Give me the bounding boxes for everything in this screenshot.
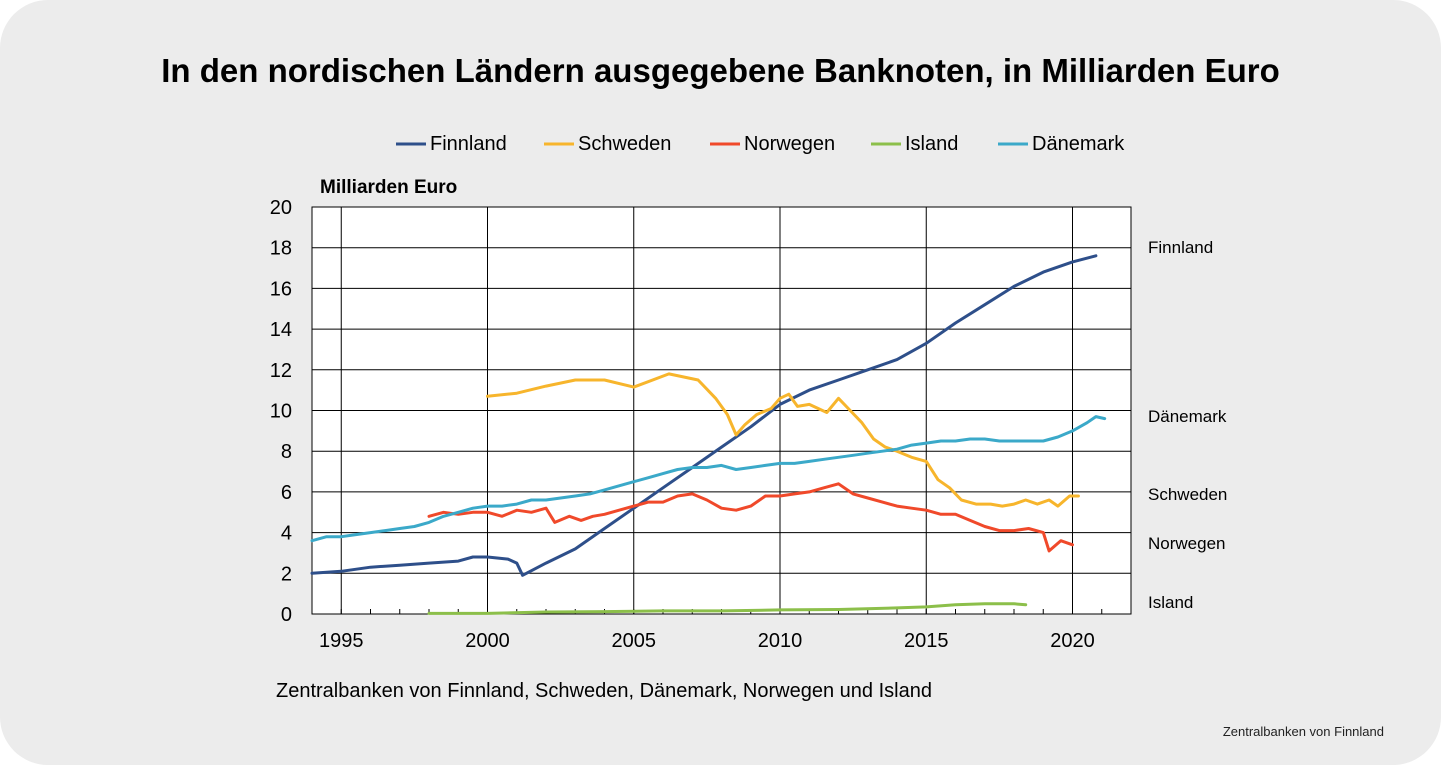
y-tick-label: 16 xyxy=(270,278,292,300)
series-end-label: Island xyxy=(1148,593,1193,612)
y-tick-label: 12 xyxy=(270,360,292,382)
y-tick-label: 20 xyxy=(270,197,292,219)
y-tick-label: 2 xyxy=(281,563,292,585)
y-tick-label: 8 xyxy=(281,441,292,463)
series-line xyxy=(427,482,1074,553)
x-tick-label: 1995 xyxy=(319,630,364,652)
source-note: Zentralbanken von Finnland, Schweden, Dä… xyxy=(276,680,932,702)
y-axis-label: Milliarden Euro xyxy=(320,177,457,198)
series-line xyxy=(486,372,1080,508)
y-tick-label: 6 xyxy=(281,482,292,504)
y-tick-label: 18 xyxy=(270,238,292,260)
series-end-label: Norwegen xyxy=(1148,534,1226,553)
credit-note: Zentralbanken von Finnland xyxy=(1222,724,1384,739)
series-end-label: Dänemark xyxy=(1148,407,1227,426)
legend-label: Dänemark xyxy=(1032,133,1125,155)
y-tick-label: 4 xyxy=(281,523,292,545)
x-tick-label: 2010 xyxy=(758,630,803,652)
legend-label: Schweden xyxy=(578,133,671,155)
legend-label: Island xyxy=(905,133,958,155)
x-tick-label: 2020 xyxy=(1050,630,1095,652)
legend-label: Finnland xyxy=(430,133,507,155)
series-line xyxy=(310,415,1107,543)
y-tick-label: 0 xyxy=(281,604,292,626)
y-tick-label: 10 xyxy=(270,401,292,423)
series-line xyxy=(310,254,1098,577)
plot-frame xyxy=(311,206,1132,615)
chart-title: In den nordischen Ländern ausgegebene Ba… xyxy=(161,52,1280,89)
x-tick-label: 2000 xyxy=(465,630,510,652)
series-end-label: Finnland xyxy=(1148,238,1213,257)
x-tick-label: 2005 xyxy=(612,630,657,652)
series-end-label: Schweden xyxy=(1148,485,1227,504)
y-tick-label: 14 xyxy=(270,319,292,341)
series-line xyxy=(427,602,1028,615)
legend-label: Norwegen xyxy=(744,133,835,155)
x-tick-label: 2015 xyxy=(904,630,949,652)
